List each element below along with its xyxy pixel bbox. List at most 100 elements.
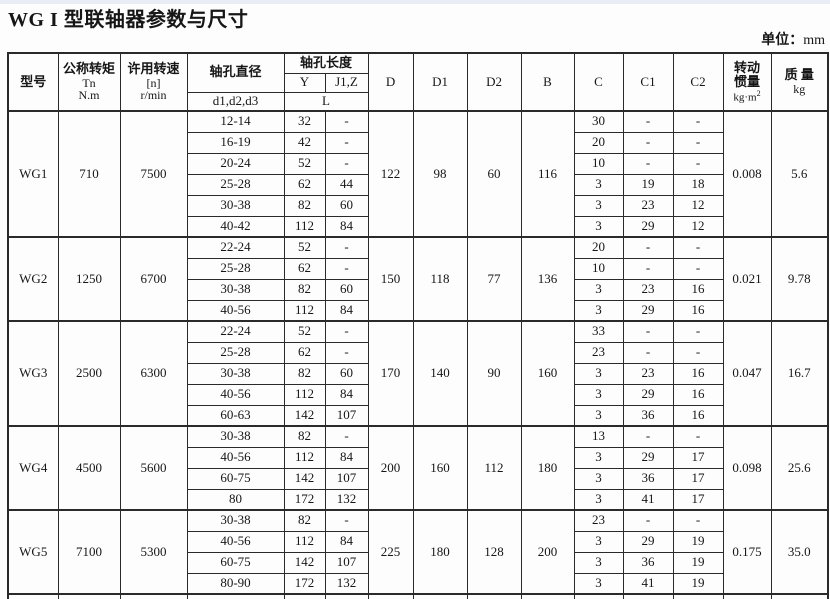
cell-c: 3	[573, 362, 624, 385]
cell-c: 23	[573, 509, 624, 532]
table-row: 30-38 82 60 3 23 12	[8, 194, 828, 217]
cell-empty	[186, 593, 285, 599]
cell-length-y: 172	[283, 572, 326, 595]
cell-empty	[119, 593, 188, 599]
cell-length-jz: 84	[324, 530, 369, 553]
cell-c1: -	[622, 152, 674, 175]
cell-c: 3	[573, 572, 624, 595]
cell-c1: -	[622, 509, 674, 532]
cell-length-y: 82	[283, 509, 326, 532]
cell-d: 170	[367, 320, 414, 427]
cell-bore-diameter: 22-24	[186, 236, 285, 259]
cell-speed: 6700	[119, 236, 188, 322]
header-b: B	[520, 52, 575, 112]
cell-empty	[367, 593, 414, 599]
table-row: WG3 2500 6300 22-24 52-170 140 90 160 33- -0.047 1…	[7, 320, 829, 427]
cell-c2: 12	[672, 215, 724, 238]
table-row: 60-63 142 107 3 36 16	[8, 404, 828, 427]
cell-c: 3	[573, 194, 624, 217]
cell-length-jz: -	[324, 236, 369, 259]
cell-c2: 16	[672, 299, 724, 322]
cell-bore-diameter: 40-56	[186, 383, 285, 406]
table-row: WG4 4500 5600 30-38 82-200 160 112 180 13- -0.098…	[7, 425, 829, 511]
cell-length-y: 112	[283, 446, 326, 469]
cell-d: 150	[367, 236, 414, 322]
cell-length-jz: -	[324, 131, 369, 154]
cell-c2: -	[672, 131, 724, 154]
cell-bore-diameter: 20-24	[186, 152, 285, 175]
table-row: 40-56 112 84 3 29 16	[8, 299, 828, 322]
cell-c1: 29	[622, 446, 674, 469]
cell-c: 20	[573, 131, 624, 154]
header-d1: D1	[412, 52, 468, 112]
cell-c1: -	[622, 425, 674, 448]
cell-mass: 35.0	[770, 509, 829, 595]
cell-c: 3	[573, 488, 624, 511]
table-row: WG1 710 7500 12-14 32-122 98 60 116 30- -0.008 5.6	[7, 110, 829, 238]
cell-c: 23	[573, 341, 624, 364]
cell-c2: 16	[672, 383, 724, 406]
header-c: C	[573, 52, 624, 112]
cell-b: 136	[520, 236, 575, 322]
cell-d1: 118	[412, 236, 468, 322]
cell-length-jz: 60	[324, 194, 369, 217]
cell-c1: 36	[622, 404, 674, 427]
page-title: WG I 型联轴器参数与尺寸	[8, 9, 249, 31]
cell-bore-diameter: 25-28	[186, 173, 285, 196]
cell-d: 225	[367, 509, 414, 595]
cell-bore-diameter: 12-14	[186, 110, 285, 133]
header-length-l: L	[283, 91, 369, 112]
cell-c2: -	[672, 320, 724, 343]
cell-c1: -	[622, 110, 674, 133]
cell-c2: 19	[672, 530, 724, 553]
cell-c1: 23	[622, 362, 674, 385]
cell-c2: -	[672, 425, 724, 448]
cell-empty	[520, 593, 575, 599]
cell-d2: 112	[466, 425, 522, 511]
cell-length-y: 172	[283, 488, 326, 511]
cell-c: 3	[573, 215, 624, 238]
cell-c2: 19	[672, 551, 724, 574]
cell-c2: 16	[672, 278, 724, 301]
unit-label-text: 单位：	[761, 33, 804, 48]
cell-inertia: 0.175	[722, 509, 772, 595]
cell-c1: 41	[622, 572, 674, 595]
cell-c1: 36	[622, 467, 674, 490]
cell-length-y: 42	[283, 131, 326, 154]
cell-empty	[672, 593, 724, 599]
cell-length-jz: -	[324, 110, 369, 133]
cell-c2: 17	[672, 467, 724, 490]
cell-length-y: 32	[283, 110, 326, 133]
cell-bore-diameter: 80	[186, 488, 285, 511]
cell-inertia: 0.098	[722, 425, 772, 511]
cell-length-jz: -	[324, 425, 369, 448]
cell-b: 160	[520, 320, 575, 427]
cell-b: 116	[520, 110, 575, 238]
cell-c2: -	[672, 236, 724, 259]
cell-d1: 180	[412, 509, 468, 595]
cell-c2: -	[672, 341, 724, 364]
cell-length-jz: 132	[324, 488, 369, 511]
cell-length-jz: 107	[324, 467, 369, 490]
header-bore-diameter: 轴孔直径	[186, 52, 285, 93]
cell-speed: 5600	[119, 425, 188, 511]
cell-bore-diameter: 25-28	[186, 257, 285, 280]
cell-length-y: 142	[283, 467, 326, 490]
cell-length-y: 82	[283, 278, 326, 301]
cell-length-jz: 60	[324, 278, 369, 301]
cell-empty	[283, 593, 326, 599]
cell-inertia: 0.021	[722, 236, 772, 322]
cell-c: 3	[573, 530, 624, 553]
cell-length-jz: -	[324, 341, 369, 364]
cell-length-y: 82	[283, 425, 326, 448]
cell-c2: -	[672, 257, 724, 280]
cell-mass: 25.6	[770, 425, 829, 511]
cell-length-jz: -	[324, 152, 369, 175]
cell-model: WG2	[7, 236, 59, 322]
cell-mass: 5.6	[770, 110, 829, 238]
cell-empty	[466, 593, 522, 599]
cell-d: 122	[367, 110, 414, 238]
cell-c: 3	[573, 446, 624, 469]
cell-b: 200	[520, 509, 575, 595]
cell-d1: 140	[412, 320, 468, 427]
